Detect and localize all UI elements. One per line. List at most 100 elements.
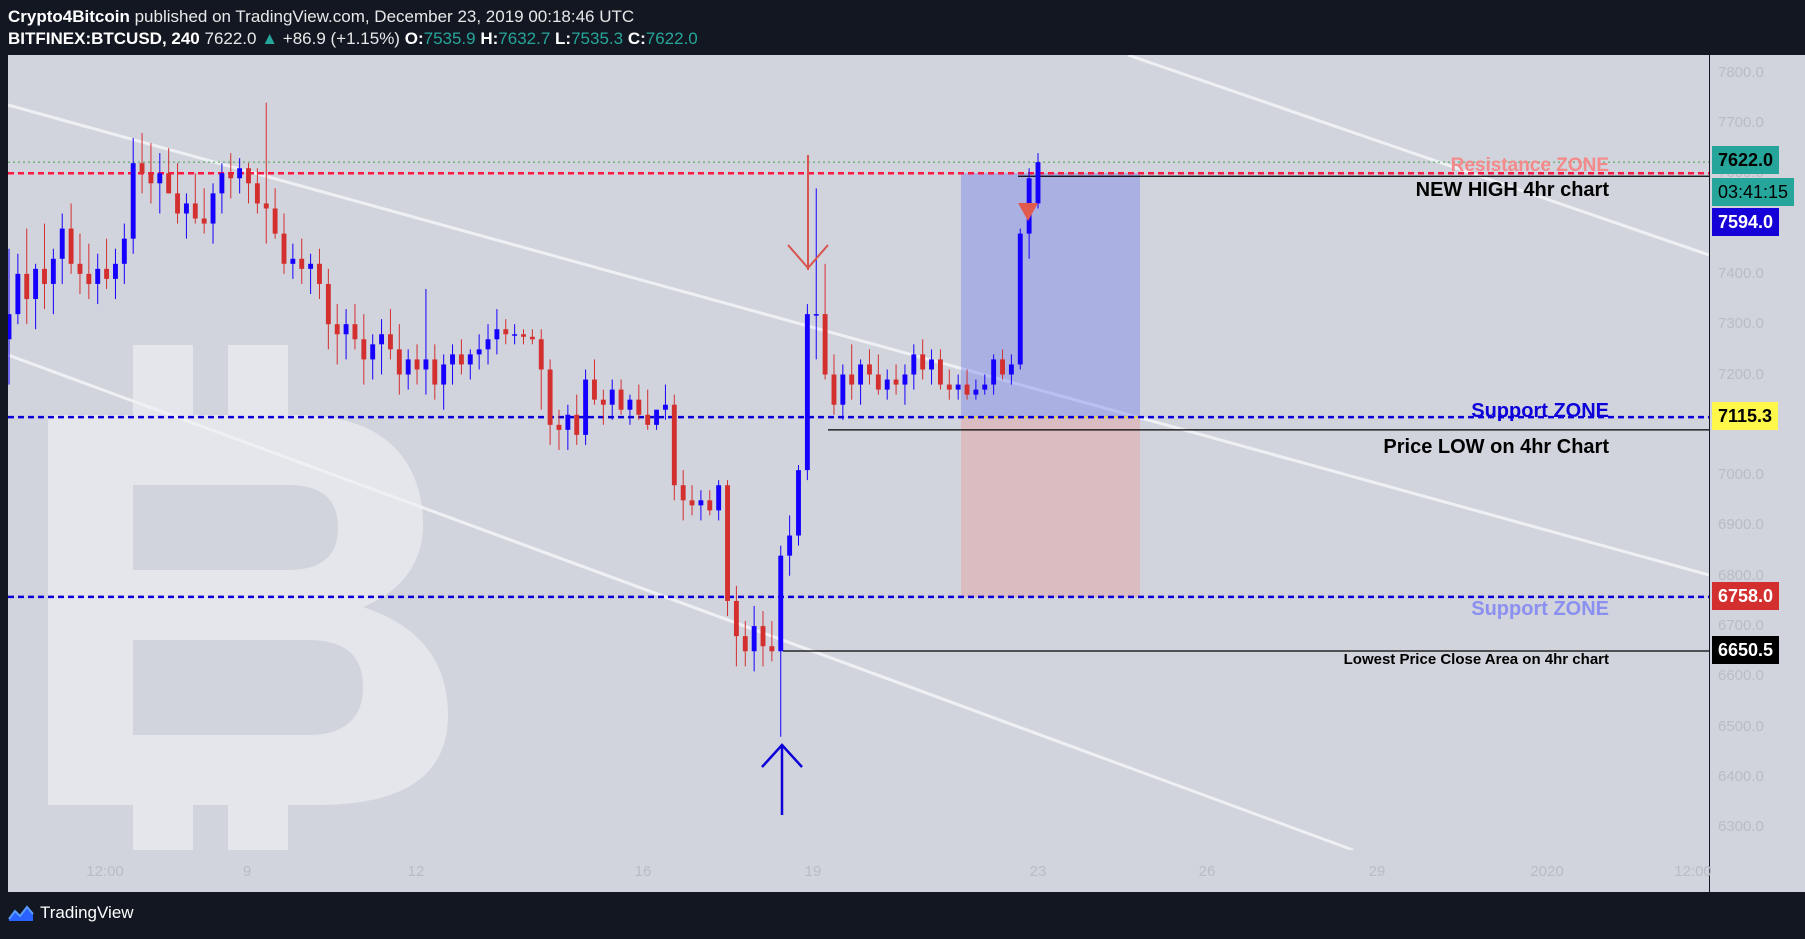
candle-body (370, 344, 376, 360)
candle-body (414, 359, 420, 370)
author-name[interactable]: Crypto4Bitcoin (8, 7, 130, 26)
candle-body (1017, 233, 1023, 365)
candle-body (583, 379, 589, 435)
low-value: 7535.3 (571, 29, 624, 48)
candle-body (254, 183, 260, 204)
candle-body (662, 404, 668, 410)
candle-body (609, 389, 615, 405)
candle-body (529, 336, 535, 340)
candle-body (742, 636, 748, 652)
candle-body (600, 399, 606, 405)
support-zone-1-label: Support ZONE (1471, 400, 1609, 422)
candle-body (831, 374, 837, 405)
time-tick-label: 16 (634, 863, 652, 880)
candle-body (290, 258, 296, 264)
candle-body (130, 163, 136, 239)
change-value: +86.9 (+1.15%) (282, 29, 400, 48)
candle-body (565, 414, 571, 430)
candle-body (467, 354, 473, 365)
candle-body (441, 364, 447, 385)
price-plot[interactable] (8, 55, 1709, 850)
candle-body (911, 354, 917, 375)
lowest-close-tag: 6650.5 (1712, 636, 1780, 664)
footer-brand-text: TradingView (40, 903, 134, 922)
candle-body (166, 173, 172, 194)
time-tick-label: 12 (407, 863, 425, 880)
candle-body (973, 389, 979, 395)
publish-info: Crypto4Bitcoin published on TradingView.… (8, 7, 634, 27)
candle-body (636, 399, 642, 415)
candle-body (210, 193, 216, 224)
candle-body (308, 263, 314, 269)
new-high-label: NEW HIGH 4hr chart (1415, 179, 1609, 201)
up-arrow-icon (761, 743, 803, 768)
candle-body (42, 268, 47, 284)
time-tick-label: 23 (1029, 863, 1047, 880)
close-label: C: (627, 29, 646, 48)
candle-body (68, 228, 74, 264)
last-price: 7622.0 (204, 29, 257, 48)
high-value: 7632.7 (498, 29, 551, 48)
candle-body (139, 163, 145, 174)
candle-body (405, 359, 411, 375)
candle-body (920, 354, 926, 370)
candle-body (219, 173, 225, 194)
candle-body (884, 379, 890, 390)
candle-body (707, 500, 713, 511)
candle-body (760, 626, 766, 647)
candle-body (512, 334, 518, 336)
price-tick-label: 6500.0 (1718, 717, 1764, 735)
candle-body (813, 314, 819, 316)
candle-body (113, 263, 118, 279)
candle-body (396, 349, 402, 375)
candle-body (698, 500, 704, 506)
candle-body (716, 485, 722, 511)
candle-body (86, 273, 92, 284)
candle-body (982, 384, 988, 390)
candle-body (867, 364, 872, 375)
time-axis[interactable] (8, 850, 1709, 892)
candle-body (840, 374, 846, 405)
candle-body (432, 359, 438, 385)
candle-body (778, 555, 784, 652)
publish-text: published on TradingView.com, December 2… (134, 7, 635, 26)
symbol-label: BITFINEX:BTCUSD, 240 (8, 29, 200, 48)
price-tick-label: 6600.0 (1718, 667, 1764, 685)
candle-body (95, 268, 101, 284)
candle-body (654, 409, 659, 425)
candle-body (157, 173, 163, 184)
price-tick-label: 7300.0 (1718, 315, 1764, 333)
candle-body (458, 354, 464, 365)
candle-body (334, 324, 340, 335)
time-tick-label: 9 (242, 863, 252, 880)
candle-body (645, 414, 651, 425)
candle-body (263, 203, 269, 209)
open-value: 7535.9 (423, 29, 476, 48)
change-arrow-icon: ▲ (261, 29, 279, 48)
candle-body (77, 263, 83, 274)
footer-brand[interactable]: TradingView (8, 903, 134, 923)
candle-body (1008, 364, 1014, 375)
time-tick-label: 29 (1368, 863, 1386, 880)
time-tick-label: 19 (804, 863, 822, 880)
candle-body (521, 334, 526, 337)
price-tick-label: 7400.0 (1718, 264, 1764, 282)
chart-pane[interactable]: Resistance ZONE NEW HIGH 4hr chart Suppo… (8, 55, 1709, 850)
price-tick-label: 6400.0 (1718, 768, 1764, 786)
support-zone-2-label: Support ZONE (1471, 598, 1609, 620)
candle-body (8, 314, 12, 340)
candle-body (849, 374, 855, 385)
candle-body (627, 399, 633, 410)
candle-body (787, 535, 793, 556)
candle-body (485, 339, 491, 350)
candle-body (121, 238, 127, 264)
candle-body (325, 283, 331, 325)
candle-body (24, 273, 30, 300)
price-tick-label: 7200.0 (1718, 365, 1764, 383)
countdown-tag: 03:41:15 (1712, 178, 1795, 206)
candle-body (423, 359, 429, 370)
candle-body (929, 359, 934, 370)
candle-body (59, 228, 65, 259)
candle-body (343, 324, 349, 335)
price-tick-label: 6900.0 (1718, 516, 1764, 534)
